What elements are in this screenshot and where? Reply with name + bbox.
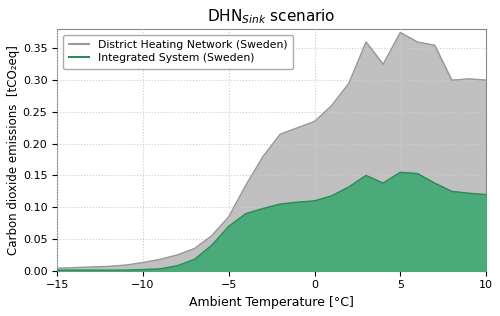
X-axis label: Ambient Temperature [°C]: Ambient Temperature [°C] xyxy=(189,296,354,309)
Y-axis label: Carbon dioxide emissions  [tCO₂eq]: Carbon dioxide emissions [tCO₂eq] xyxy=(7,45,20,255)
Legend: District Heating Network (Sweden), Integrated System (Sweden): District Heating Network (Sweden), Integ… xyxy=(62,35,294,69)
Title: DHN$_\mathit{Sink}$ scenario: DHN$_\mathit{Sink}$ scenario xyxy=(208,7,336,26)
